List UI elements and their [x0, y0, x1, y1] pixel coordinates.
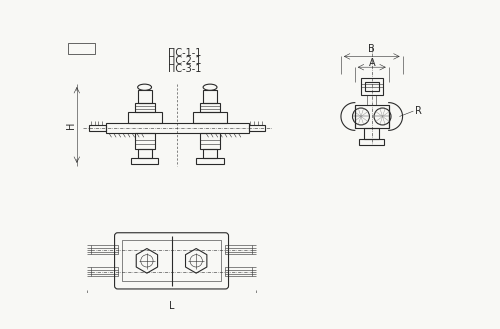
Bar: [193, 112, 227, 123]
Ellipse shape: [138, 84, 151, 90]
Bar: [128, 112, 162, 123]
Bar: [122, 240, 221, 281]
Bar: [355, 105, 388, 128]
Text: ПС-1-1: ПС-1-1: [168, 48, 202, 58]
Text: R: R: [415, 106, 422, 116]
Bar: [226, 267, 252, 276]
Bar: [203, 149, 217, 158]
Text: ПС-3-1: ПС-3-1: [168, 64, 202, 74]
Bar: [138, 149, 151, 158]
Text: A: A: [368, 58, 375, 67]
Ellipse shape: [203, 84, 217, 90]
Text: B: B: [368, 44, 375, 55]
Bar: [106, 123, 249, 134]
Bar: [68, 43, 94, 54]
Bar: [248, 125, 266, 131]
Bar: [138, 90, 151, 103]
Bar: [130, 158, 158, 164]
Bar: [196, 158, 224, 164]
Bar: [90, 245, 118, 254]
Bar: [203, 90, 217, 103]
Bar: [200, 103, 220, 112]
Text: ПС-2-1: ПС-2-1: [168, 56, 202, 66]
Bar: [90, 267, 118, 276]
Bar: [134, 134, 154, 149]
Bar: [361, 78, 382, 95]
Bar: [200, 134, 220, 149]
Bar: [364, 128, 380, 139]
Bar: [134, 103, 154, 112]
Bar: [365, 82, 378, 91]
Bar: [360, 139, 384, 145]
Bar: [89, 125, 106, 131]
Text: L: L: [169, 301, 174, 311]
Text: H: H: [66, 121, 76, 129]
Bar: [226, 245, 252, 254]
